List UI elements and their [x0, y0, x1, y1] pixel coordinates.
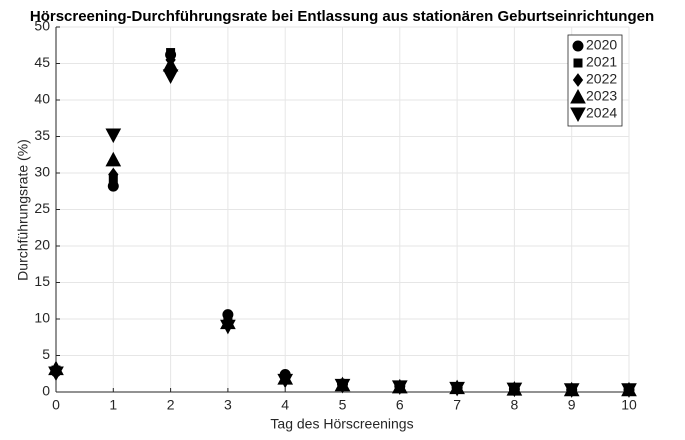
- marker: [391, 380, 408, 395]
- legend-marker: [572, 73, 584, 87]
- marker: [108, 167, 119, 182]
- x-tick-label: 4: [281, 397, 289, 413]
- legend-marker: [573, 58, 583, 68]
- legend-label: 2022: [586, 71, 617, 87]
- x-axis-label: Tag des Hörscreenings: [270, 416, 413, 432]
- marker: [162, 69, 179, 84]
- x-tick-label: 8: [511, 397, 519, 413]
- y-tick-label: 5: [42, 346, 50, 362]
- y-tick-label: 35: [34, 127, 50, 143]
- marker: [334, 378, 351, 394]
- x-tick-label: 9: [568, 397, 576, 413]
- x-tick-label: 10: [621, 397, 637, 413]
- x-tick-label: 6: [396, 397, 404, 413]
- legend-label: 2024: [586, 105, 617, 121]
- x-tick-label: 5: [339, 397, 347, 413]
- legend-label: 2021: [586, 54, 617, 70]
- marker: [105, 151, 122, 167]
- y-tick-label: 0: [42, 383, 50, 399]
- y-tick-label: 45: [34, 54, 50, 70]
- chart-title: Hörscreening-Durchführungsrate bei Entla…: [30, 8, 654, 25]
- legend-label: 2020: [586, 37, 617, 53]
- legend-marker: [570, 107, 586, 123]
- legend-marker: [570, 88, 586, 104]
- y-axis-label: Durchführungsrate (%): [15, 139, 31, 281]
- marker: [220, 319, 236, 335]
- marker: [621, 383, 637, 398]
- legend-marker: [572, 40, 584, 52]
- marker: [449, 381, 465, 397]
- marker: [277, 373, 294, 389]
- x-tick-label: 0: [52, 397, 60, 413]
- marker: [506, 382, 523, 398]
- marker: [48, 366, 64, 382]
- x-tick-label: 3: [224, 397, 232, 413]
- x-tick-label: 2: [167, 397, 175, 413]
- x-tick-label: 7: [453, 397, 461, 413]
- y-tick-label: 20: [34, 237, 50, 253]
- y-tick-label: 40: [34, 91, 50, 107]
- marker: [105, 128, 122, 144]
- y-tick-label: 10: [34, 310, 50, 326]
- y-tick-label: 30: [34, 164, 50, 180]
- marker: [563, 383, 580, 398]
- y-tick-label: 50: [34, 18, 50, 34]
- legend-label: 2023: [586, 88, 617, 104]
- y-tick-label: 25: [34, 200, 50, 216]
- x-tick-label: 1: [109, 397, 117, 413]
- y-tick-label: 15: [34, 273, 50, 289]
